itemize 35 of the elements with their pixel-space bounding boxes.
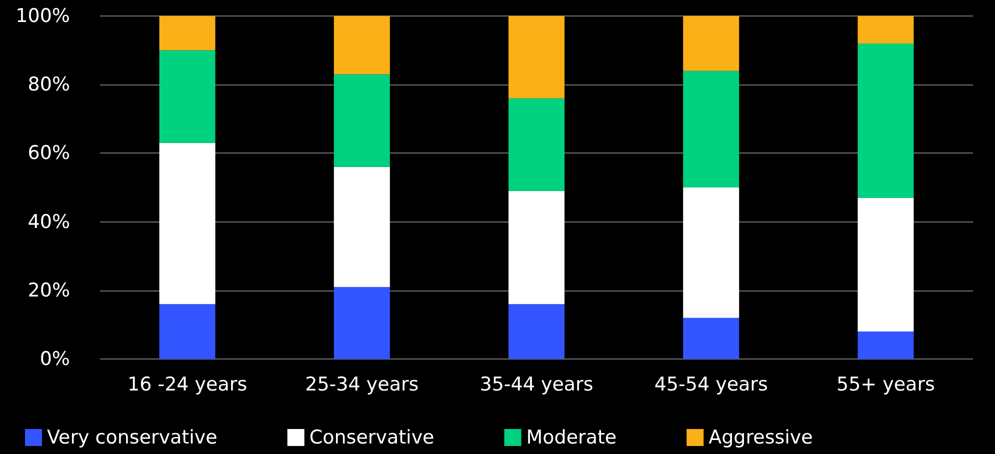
x-tick-label: 35-44 years bbox=[480, 374, 594, 396]
bar bbox=[858, 43, 914, 198]
y-tick-label: 100% bbox=[16, 5, 70, 27]
bar bbox=[159, 142, 216, 304]
bar bbox=[683, 188, 740, 318]
y-tick-label: 40% bbox=[28, 210, 70, 233]
bar bbox=[508, 304, 564, 359]
x-tick-label: 16 -24 years bbox=[128, 374, 248, 396]
legend-label: Moderate bbox=[526, 426, 617, 448]
y-tick-label: 20% bbox=[28, 279, 70, 302]
bar bbox=[508, 190, 564, 304]
legend-label: Conservative bbox=[309, 426, 434, 448]
y-tick-label: 0% bbox=[40, 348, 70, 370]
legend-label: Aggressive bbox=[708, 426, 813, 448]
bar bbox=[858, 332, 914, 359]
bar bbox=[508, 98, 564, 191]
bar bbox=[334, 16, 390, 74]
bar bbox=[159, 16, 216, 50]
x-tick-label: 25-34 years bbox=[305, 374, 419, 396]
bar bbox=[858, 198, 914, 332]
x-tick-label: 55+ years bbox=[836, 374, 935, 396]
bar bbox=[683, 70, 740, 188]
bar bbox=[159, 304, 216, 359]
bar bbox=[858, 16, 914, 44]
y-tick-label: 80% bbox=[28, 74, 70, 96]
bar bbox=[334, 74, 390, 167]
y-tick-label: 60% bbox=[28, 142, 70, 164]
bar bbox=[159, 50, 216, 143]
bar bbox=[508, 16, 564, 98]
bar bbox=[683, 318, 740, 359]
bar bbox=[334, 286, 390, 359]
x-tick-label: 45-54 years bbox=[654, 374, 768, 396]
bar bbox=[334, 166, 390, 287]
legend-label: Very conservative bbox=[47, 426, 218, 448]
bar bbox=[683, 16, 740, 71]
